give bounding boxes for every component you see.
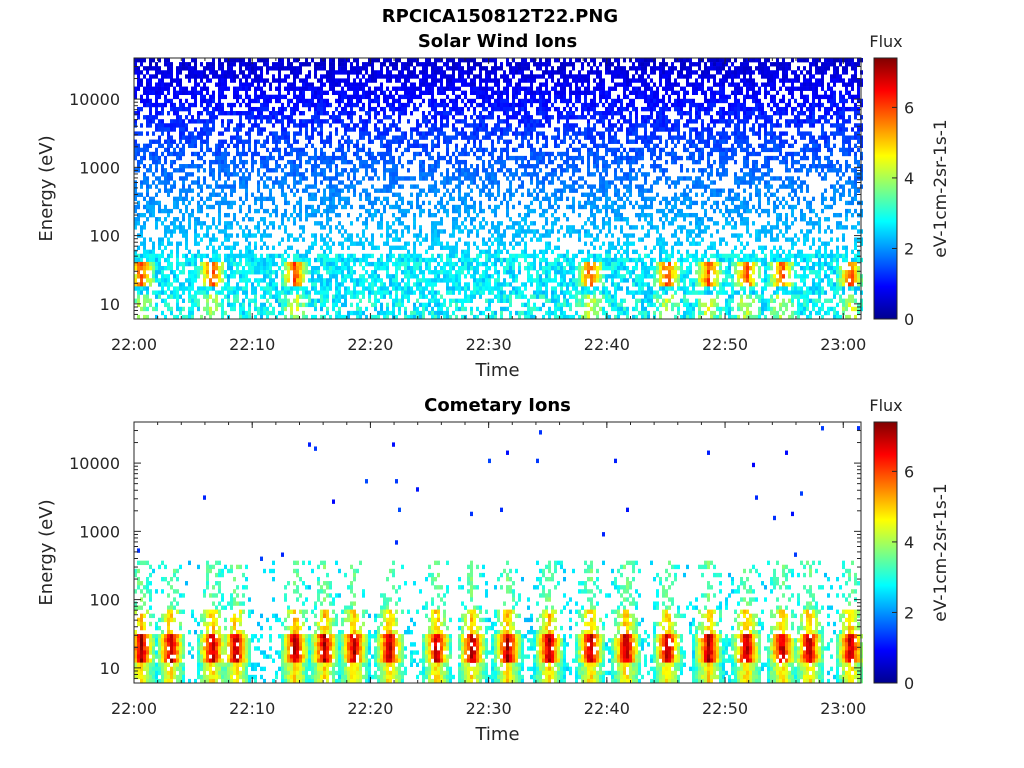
colorbar-unit-label: eV-1cm-2sr-1s-1 <box>931 119 951 257</box>
x-tick-label: 22:10 <box>229 335 275 354</box>
colorbar <box>873 421 898 684</box>
heatmap-cells <box>134 426 863 684</box>
colorbar-title: Flux <box>869 396 902 415</box>
panel1-title: Solar Wind Ions <box>417 31 578 52</box>
y-tick-label: 10000 <box>69 454 120 473</box>
x-axis-label: Time <box>474 724 519 745</box>
panel2-title: Cometary Ions <box>424 395 571 416</box>
x-tick-label: 22:10 <box>229 699 275 718</box>
x-axis-label: Time <box>474 360 519 381</box>
colorbar-tick-label: 6 <box>904 462 914 481</box>
colorbar-title: Flux <box>869 32 902 51</box>
heatmap-cells <box>134 58 863 320</box>
y-tick-label: 10 <box>100 295 120 314</box>
y-tick-label: 100 <box>89 227 120 246</box>
x-tick-label: 22:50 <box>702 699 748 718</box>
colorbar <box>873 57 898 320</box>
x-tick-label: 22:20 <box>347 699 393 718</box>
y-tick-label: 1000 <box>79 522 120 541</box>
figure-title: RPCICA150812T22.PNG <box>381 6 619 27</box>
panel-solar-wind: 22:00 22:10 22:20 22:30 22:40 22:50 23:00 10 100… <box>36 32 951 381</box>
colorbar-unit-label: eV-1cm-2sr-1s-1 <box>931 483 951 621</box>
colorbar-tick-label: 4 <box>904 533 914 552</box>
x-tick-label: 22:00 <box>111 699 157 718</box>
y-tick-label: 100 <box>89 591 120 610</box>
colorbar-tick-label: 0 <box>904 310 914 329</box>
colorbar-tick-label: 2 <box>904 239 914 258</box>
y-axis-label: Energy (eV) <box>36 135 57 241</box>
plot-frame <box>133 421 862 684</box>
colorbar-tick-label: 2 <box>904 603 914 622</box>
x-tick-label: 22:30 <box>466 699 512 718</box>
y-tick-label: 1000 <box>79 158 120 177</box>
x-tick-label: 22:30 <box>466 335 512 354</box>
x-tick-label: 22:20 <box>347 335 393 354</box>
x-tick-label: 22:40 <box>584 335 630 354</box>
x-tick-label: 22:40 <box>584 699 630 718</box>
x-tick-label: 22:00 <box>111 335 157 354</box>
colorbar-tick-label: 6 <box>904 98 914 117</box>
plot-frame <box>133 57 862 320</box>
x-tick-label: 23:00 <box>820 699 866 718</box>
x-tick-label: 22:50 <box>702 335 748 354</box>
x-tick-label: 23:00 <box>820 335 866 354</box>
y-tick-label: 10 <box>100 659 120 678</box>
colorbar-tick-label: 4 <box>904 169 914 188</box>
panel-cometary: 22:00 22:10 22:20 22:30 22:40 22:50 23:00 10 100… <box>36 396 951 745</box>
y-axis-label: Energy (eV) <box>36 499 57 605</box>
colorbar-tick-label: 0 <box>904 674 914 693</box>
y-tick-label: 10000 <box>69 90 120 109</box>
